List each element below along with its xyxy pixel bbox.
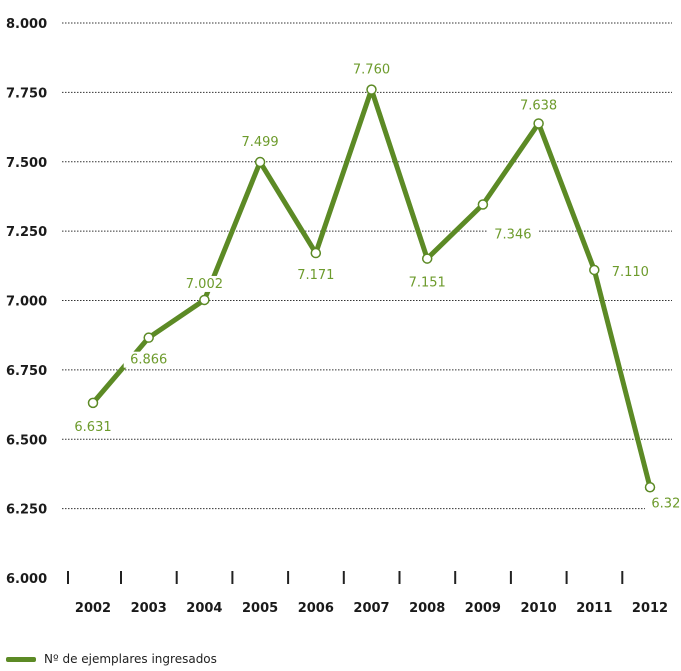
series-group: 6.631 6.866 7.002 7.499 7.171 7.760 7.151 7.346… [68,61,681,512]
legend-swatch [6,656,36,662]
data-label: 7.346 [494,227,531,242]
data-label: 7.499 [241,135,278,150]
data-point [589,264,600,276]
y-tick-label: 7.500 [6,156,47,171]
x-tick-label: 2010 [521,601,557,616]
data-label: 7.171 [297,268,334,283]
data-label: 6.866 [130,353,167,368]
y-tick-label: 7.000 [6,295,47,310]
data-label-bg [68,418,118,435]
x-tick-label: 2005 [242,601,278,616]
data-label-bg [487,226,538,243]
data-label: 6.631 [74,420,111,435]
data-label-bg [605,263,656,280]
data-label-bg [513,97,564,114]
y-tick-label: 6.750 [6,364,47,379]
x-tick-label: 2012 [632,601,668,616]
x-axis: 2002 2003 2004 2005 2006 2007 2008 2009 2010 2011… [67,571,668,616]
data-label-bg [290,267,341,284]
line-chart: 8.000 7.750 7.500 7.250 7.000 6.750 6.500 6.250… [6,17,681,616]
y-axis: 8.000 7.750 7.500 7.250 7.000 6.750 6.500 6.250… [6,17,47,587]
data-point [310,247,322,259]
data-point [199,294,210,306]
y-tick-label: 6.000 [6,572,47,587]
data-point [366,84,377,95]
y-tick-label: 6.250 [6,503,47,518]
gridlines [62,22,672,510]
data-point [143,332,154,343]
x-tick-label: 2007 [353,601,389,616]
x-tick-label: 2002 [75,601,111,616]
x-tick-label: 2008 [409,601,445,616]
data-point [254,156,266,168]
data-label-bg [235,134,286,151]
data-label-bg [123,351,174,368]
y-tick-label: 6.500 [6,433,47,448]
data-point [644,482,656,493]
data-point [87,397,99,409]
data-label-bg [402,274,453,291]
y-tick-label: 7.750 [6,86,47,101]
y-tick-label: 7.250 [6,225,47,240]
data-point [533,118,544,129]
x-tick-label: 2006 [298,601,334,616]
data-point [477,199,489,210]
data-label: 7.002 [186,277,223,292]
x-tick-label: 2003 [131,601,167,616]
data-label: 7.110 [612,265,649,280]
legend: Nº de ejemplares ingresados [6,650,217,668]
x-tick-label: 2011 [576,601,612,616]
series-line [90,87,653,490]
x-tick-label: 2004 [186,601,222,616]
data-point [421,253,433,264]
data-label-bg [645,495,681,512]
data-label-bg [179,275,230,292]
data-label: 6.327 [651,496,681,511]
x-tick-label: 2009 [465,601,501,616]
data-label: 7.760 [353,63,390,78]
data-label: 7.638 [520,98,557,113]
data-label-bg [346,61,397,78]
data-label: 7.151 [409,276,446,291]
y-tick-label: 8.000 [6,17,47,32]
legend-label: Nº de ejemplares ingresados [44,652,217,666]
